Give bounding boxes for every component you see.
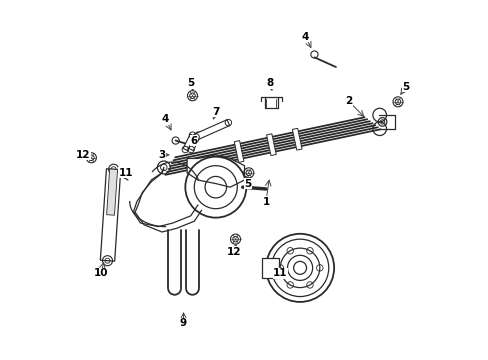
Text: 8: 8 <box>265 78 273 88</box>
Text: 5: 5 <box>244 179 251 189</box>
Polygon shape <box>234 141 244 162</box>
Polygon shape <box>188 134 200 150</box>
Text: 3: 3 <box>158 150 165 160</box>
Text: 2: 2 <box>344 96 351 106</box>
Text: 1: 1 <box>262 197 269 207</box>
Text: 5: 5 <box>402 82 408 92</box>
Text: 10: 10 <box>94 268 108 278</box>
Polygon shape <box>106 169 117 215</box>
Text: 6: 6 <box>190 136 198 145</box>
Text: 7: 7 <box>212 107 219 117</box>
Polygon shape <box>100 169 121 261</box>
Text: 4: 4 <box>301 32 308 41</box>
Polygon shape <box>292 128 302 150</box>
Text: 12: 12 <box>226 247 241 257</box>
Text: 9: 9 <box>180 319 187 328</box>
Text: 11: 11 <box>273 268 287 278</box>
Text: 11: 11 <box>119 168 133 178</box>
Bar <box>262 258 278 278</box>
Text: 5: 5 <box>187 78 194 88</box>
Polygon shape <box>183 134 194 150</box>
Polygon shape <box>194 120 229 140</box>
Polygon shape <box>266 134 276 156</box>
Text: 4: 4 <box>162 114 169 124</box>
Polygon shape <box>187 155 244 187</box>
Text: 12: 12 <box>76 150 90 160</box>
